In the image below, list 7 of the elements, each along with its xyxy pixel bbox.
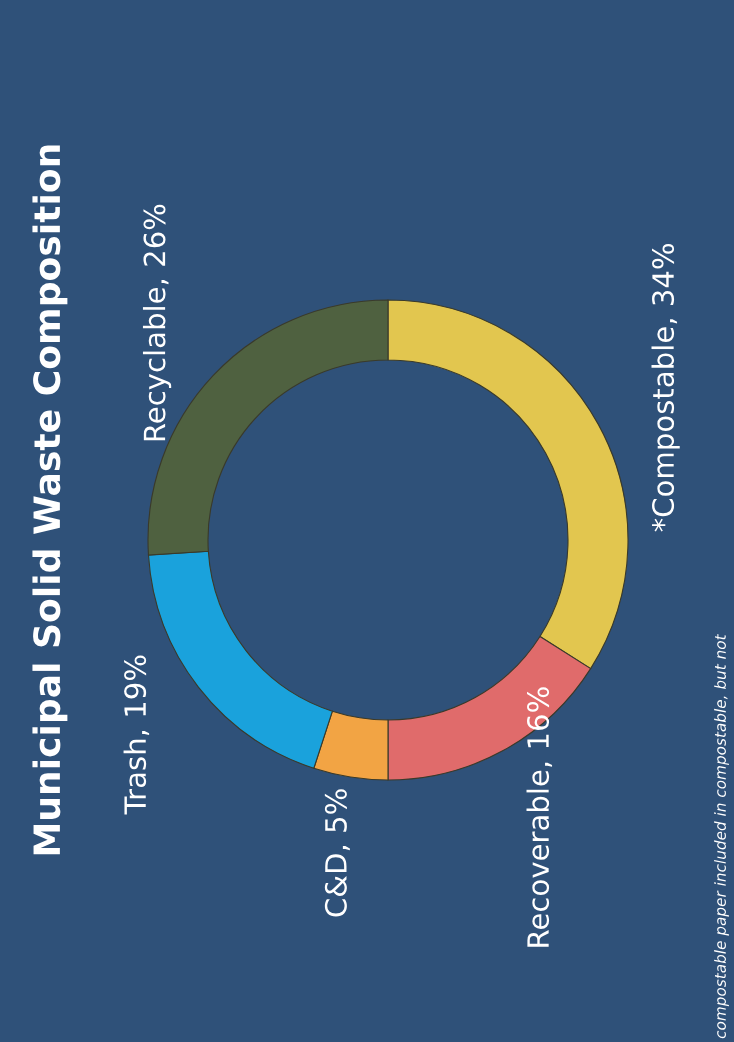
slice-label: Recyclable, 26% [142, 204, 172, 441]
text: compostable paper included in compostable, but not [714, 633, 729, 1039]
slice-label: Recoverable, 16% [526, 687, 553, 947]
text: Municipal Solid Waste Composition [32, 145, 68, 855]
slice-label: *Compostable, 34% [651, 243, 680, 532]
slice-label: C&D, 5% [324, 789, 350, 917]
slice-label: Trash, 19% [123, 655, 150, 815]
